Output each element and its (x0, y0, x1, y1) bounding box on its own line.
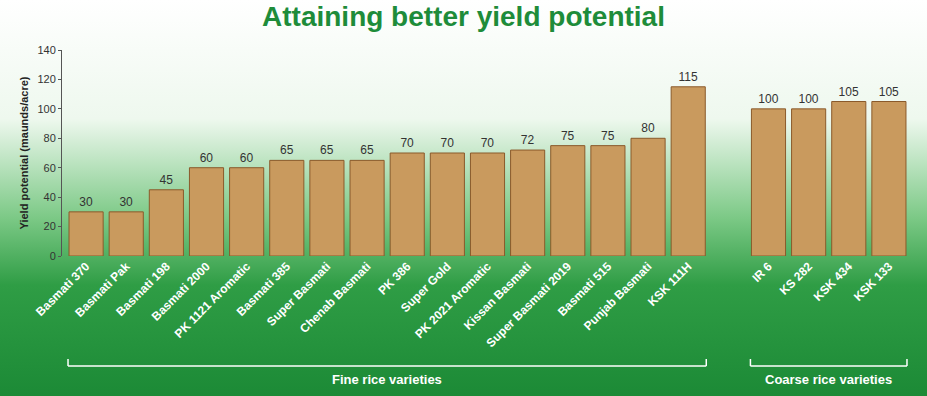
svg-text:45: 45 (160, 173, 174, 187)
svg-text:115: 115 (678, 70, 697, 84)
svg-text:Chenab Basmati: Chenab Basmati (297, 259, 373, 335)
svg-text:40: 40 (44, 191, 56, 203)
svg-text:80: 80 (641, 121, 655, 135)
svg-text:20: 20 (44, 220, 56, 232)
svg-text:Basmati Pak: Basmati Pak (72, 259, 133, 320)
svg-text:105: 105 (839, 85, 859, 99)
svg-text:30: 30 (79, 195, 93, 209)
svg-text:KS 282: KS 282 (777, 259, 815, 297)
svg-text:60: 60 (44, 162, 56, 174)
svg-text:105: 105 (879, 85, 899, 99)
svg-text:140: 140 (37, 44, 55, 56)
svg-text:60: 60 (200, 151, 214, 165)
svg-text:30: 30 (119, 195, 133, 209)
svg-text:Basmati 198: Basmati 198 (113, 259, 173, 319)
svg-text:70: 70 (400, 136, 414, 150)
svg-text:65: 65 (360, 143, 374, 157)
svg-text:KSK 133: KSK 133 (851, 259, 896, 304)
svg-text:Kissan Basmati: Kissan Basmati (461, 259, 534, 332)
svg-text:Basmati 370: Basmati 370 (33, 259, 93, 319)
svg-text:Super Basmati 2019: Super Basmati 2019 (484, 259, 575, 350)
svg-text:Basmati 2000: Basmati 2000 (149, 259, 213, 323)
svg-text:100: 100 (37, 103, 55, 115)
svg-text:KSK 111H: KSK 111H (645, 259, 695, 309)
svg-text:70: 70 (481, 136, 495, 150)
svg-text:120: 120 (37, 73, 55, 85)
svg-text:Yield potential (maunds/acre): Yield potential (maunds/acre) (18, 76, 30, 229)
svg-text:Basmati 515: Basmati 515 (555, 259, 615, 319)
svg-text:Super Basmati: Super Basmati (264, 259, 333, 328)
svg-text:Basmati 385: Basmati 385 (234, 259, 294, 319)
svg-text:70: 70 (441, 136, 455, 150)
svg-text:Attaining better yield potenti: Attaining better yield potential (262, 1, 665, 32)
svg-text:0: 0 (50, 250, 56, 262)
svg-text:Super Gold: Super Gold (398, 259, 454, 315)
svg-text:72: 72 (521, 133, 535, 147)
svg-text:KSK 434: KSK 434 (811, 259, 856, 304)
svg-text:80: 80 (44, 132, 56, 144)
svg-text:75: 75 (561, 129, 575, 143)
svg-text:60: 60 (240, 151, 254, 165)
svg-text:Fine rice varieties: Fine rice varieties (332, 372, 442, 387)
svg-text:65: 65 (280, 143, 294, 157)
svg-text:PK 2021 Aromatic: PK 2021 Aromatic (412, 259, 494, 341)
svg-text:75: 75 (601, 129, 615, 143)
svg-text:PK 386: PK 386 (375, 259, 413, 297)
svg-text:PK 1121 Aromatic: PK 1121 Aromatic (172, 259, 254, 341)
svg-text:65: 65 (320, 143, 334, 157)
svg-text:100: 100 (758, 92, 778, 106)
svg-text:Coarse rice varieties: Coarse rice varieties (765, 372, 892, 387)
svg-text:100: 100 (798, 92, 818, 106)
svg-text:Punjab Basmati: Punjab Basmati (581, 259, 655, 333)
svg-text:IR 6: IR 6 (749, 259, 775, 285)
